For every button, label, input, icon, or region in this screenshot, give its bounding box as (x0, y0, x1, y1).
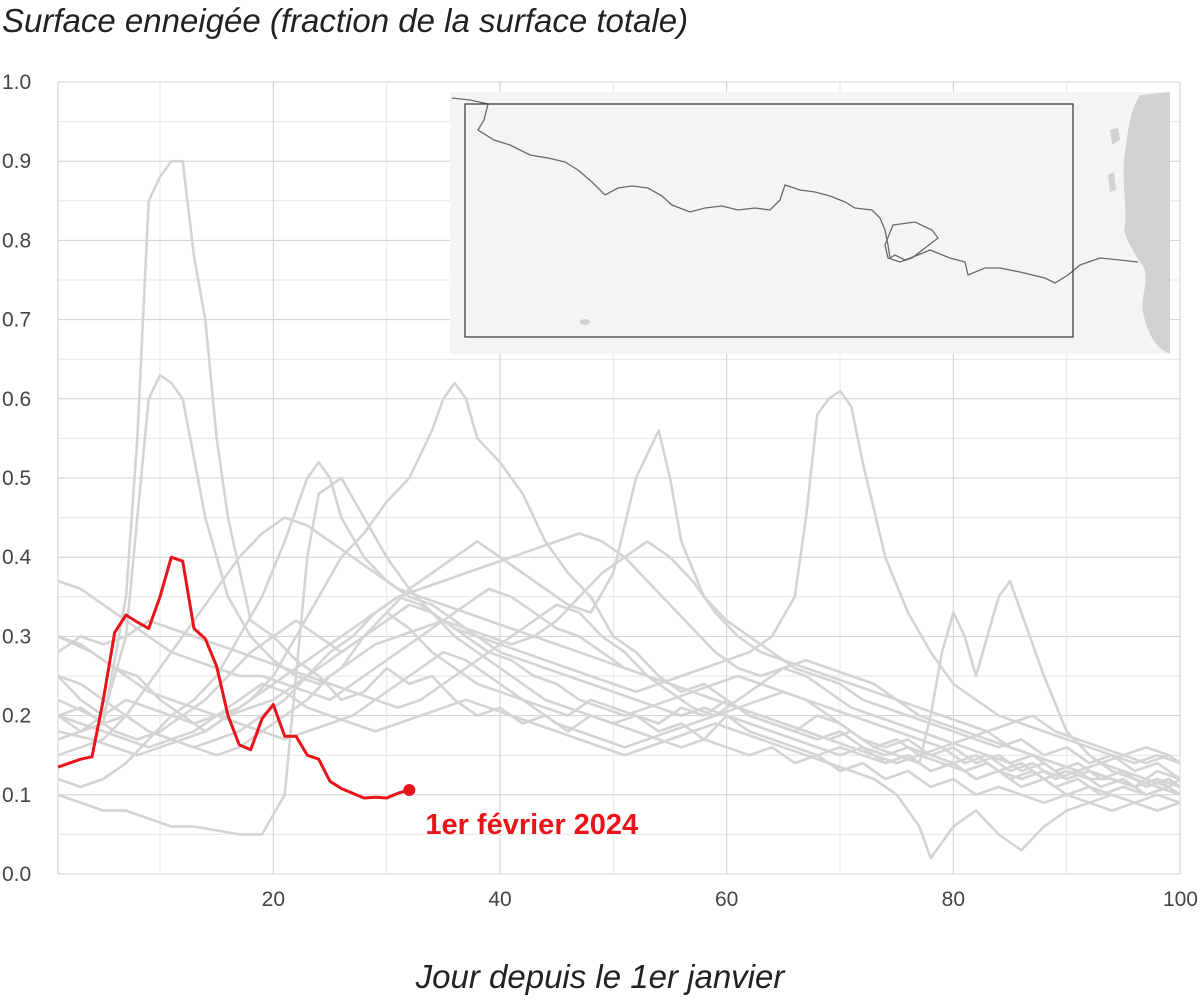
background-series-line (57, 381, 1181, 796)
inset-map-lake (580, 319, 590, 325)
y-tick-label: 0.1 (2, 784, 31, 807)
highlight-series-group (57, 555, 416, 800)
annotation-group: 1er février 2024 (425, 809, 638, 841)
background-series-line (57, 603, 1181, 789)
annotation-label: 1er février 2024 (425, 809, 638, 841)
inset-map-sea (1123, 92, 1170, 354)
y-tick-label: 1.0 (2, 71, 31, 94)
y-axis-ticks: 0.0 0.1 0.2 0.3 0.4 0.5 0.6 0.7 0.8 0.9 1.0 (2, 71, 32, 886)
background-series-line (57, 429, 1181, 781)
y-tick-label: 0.4 (2, 546, 32, 569)
background-series-line (57, 540, 1181, 765)
chart-title: Surface enneigée (fraction de la surface… (2, 2, 689, 39)
inset-map-border (451, 97, 1139, 284)
x-tick-label: 20 (262, 888, 285, 911)
inset-map-islands (1108, 128, 1120, 192)
x-tick-label: 40 (488, 888, 511, 911)
inset-map-frame (464, 103, 1074, 338)
y-tick-label: 0.7 (2, 309, 31, 332)
background-series-line (57, 476, 1181, 836)
y-tick-label: 0.5 (2, 467, 31, 490)
highlight-endpoint-marker (403, 784, 416, 797)
background-series-group (57, 159, 1181, 860)
x-tick-label: 80 (942, 888, 965, 911)
inset-map-andorra-outline (884, 221, 939, 263)
x-axis-ticks: 20 40 60 80 100 (262, 888, 1198, 911)
x-tick-label: 100 (1163, 888, 1198, 911)
inset-map-background (450, 92, 1170, 354)
y-tick-label: 0.9 (2, 150, 31, 173)
y-tick-label: 0.2 (2, 705, 31, 728)
y-tick-label: 0.6 (2, 388, 31, 411)
background-series-line (57, 579, 1181, 797)
highlight-series-line (57, 555, 410, 800)
inset-map (450, 92, 1170, 354)
y-tick-label: 0.0 (2, 863, 31, 886)
background-series-line (57, 460, 1181, 805)
x-tick-label: 60 (715, 888, 738, 911)
y-tick-label: 0.8 (2, 229, 31, 252)
x-axis-label: Jour depuis le 1er janvier (415, 958, 785, 995)
y-tick-label: 0.3 (2, 625, 31, 648)
background-series-line (57, 516, 1181, 797)
background-series-line (57, 682, 1181, 860)
